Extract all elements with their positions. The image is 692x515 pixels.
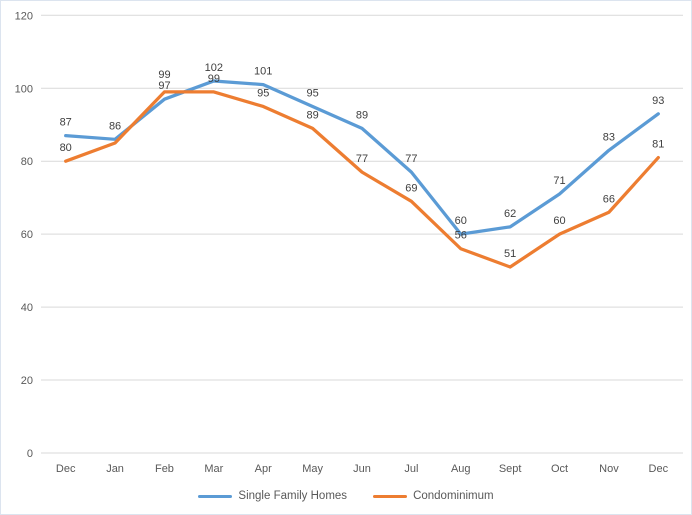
data-label: 77 bbox=[356, 153, 368, 165]
data-label: 71 bbox=[553, 175, 565, 187]
series-line-single-family-homes bbox=[64, 79, 660, 236]
data-label: 97 bbox=[158, 80, 170, 92]
x-tick-label: May bbox=[302, 463, 323, 475]
legend-label: Condominimum bbox=[413, 490, 494, 502]
data-label: 99 bbox=[208, 73, 220, 85]
data-label: 62 bbox=[504, 208, 516, 220]
data-label: 66 bbox=[603, 193, 615, 205]
gridlines bbox=[41, 14, 683, 454]
data-label: 81 bbox=[652, 139, 664, 151]
data-label: 51 bbox=[504, 248, 516, 260]
x-tick-label: Aug bbox=[451, 463, 471, 475]
data-label: 77 bbox=[405, 153, 417, 165]
data-label: 80 bbox=[60, 142, 72, 154]
x-tick-label: Nov bbox=[599, 463, 619, 475]
data-label: 60 bbox=[553, 215, 565, 227]
data-label: 93 bbox=[652, 95, 664, 107]
y-tick-label: 120 bbox=[15, 10, 33, 22]
y-tick-label: 20 bbox=[21, 375, 33, 387]
x-tick-label: Dec bbox=[649, 463, 669, 475]
x-tick-label: Dec bbox=[56, 463, 76, 475]
legend-item-condominimum: Condominimum bbox=[373, 490, 494, 502]
data-label: 95 bbox=[257, 87, 269, 99]
x-tick-label: Sept bbox=[499, 463, 522, 475]
data-label: 102 bbox=[205, 62, 223, 74]
legend-label: Single Family Homes bbox=[238, 490, 348, 502]
data-label: 89 bbox=[306, 109, 318, 121]
data-label: 86 bbox=[109, 120, 121, 132]
y-tick-label: 0 bbox=[27, 448, 33, 460]
data-label: 101 bbox=[254, 66, 272, 78]
x-tick-label: Mar bbox=[204, 463, 223, 475]
line-marker-icon bbox=[198, 494, 233, 498]
series-line-condominimum bbox=[64, 90, 660, 269]
x-tick-label: Jun bbox=[353, 463, 371, 475]
x-tick-label: Feb bbox=[155, 463, 174, 475]
chart-legend: Single Family Homes Condominimum bbox=[1, 481, 691, 511]
data-label: 83 bbox=[603, 131, 615, 143]
x-tick-label: Apr bbox=[255, 463, 272, 475]
y-tick-label: 40 bbox=[21, 302, 33, 314]
x-axis-labels: Dec Jan Feb Mar Apr May Jun Jul Aug Sept Oct Nov Dec bbox=[56, 463, 669, 475]
data-label: 95 bbox=[306, 87, 318, 99]
line-marker-icon bbox=[373, 494, 408, 498]
data-label: 87 bbox=[60, 117, 72, 129]
x-tick-label: Jan bbox=[106, 463, 124, 475]
y-tick-label: 100 bbox=[15, 83, 33, 95]
x-tick-label: Oct bbox=[551, 463, 568, 475]
x-tick-label: Jul bbox=[404, 463, 418, 475]
data-label: 60 bbox=[455, 215, 467, 227]
data-label: 89 bbox=[356, 109, 368, 121]
data-label: 56 bbox=[455, 230, 467, 242]
y-axis-labels: 0 20 40 60 80 100 120 bbox=[15, 10, 33, 460]
data-label: 69 bbox=[405, 182, 417, 194]
y-tick-label: 60 bbox=[21, 229, 33, 241]
y-tick-label: 80 bbox=[21, 156, 33, 168]
legend-item-single-family-homes: Single Family Homes bbox=[198, 490, 347, 502]
chart-plot-area: 0 20 40 60 80 100 120 Dec Jan Feb Mar Apr May Jun Jul A… bbox=[15, 10, 683, 475]
data-label: 99 bbox=[158, 69, 170, 81]
